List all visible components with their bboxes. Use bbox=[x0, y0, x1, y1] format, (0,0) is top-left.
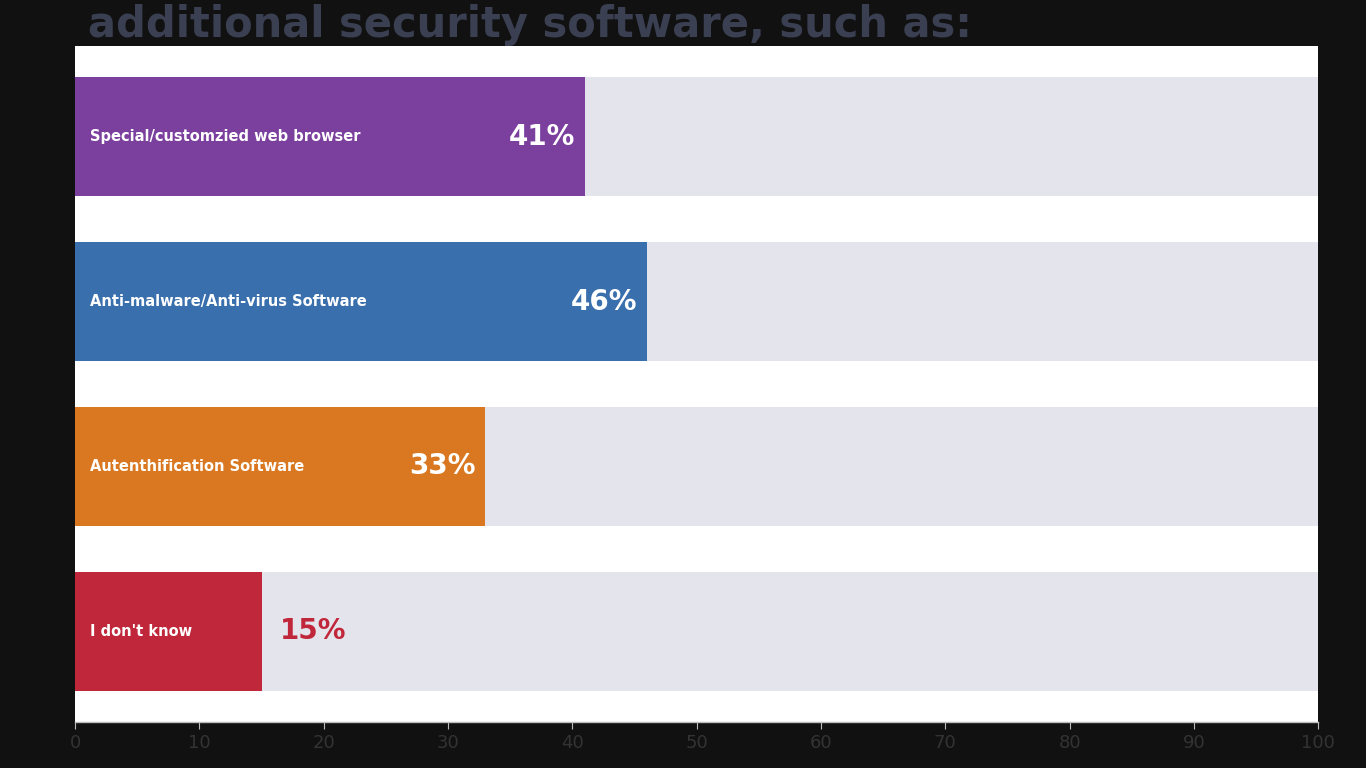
Bar bbox=[75, 78, 1318, 196]
Bar bbox=[75, 242, 1318, 361]
Text: 33%: 33% bbox=[408, 452, 475, 481]
Text: Autenthification Software: Autenthification Software bbox=[90, 459, 305, 474]
Text: 46%: 46% bbox=[571, 287, 637, 316]
Text: I don't know: I don't know bbox=[90, 624, 193, 639]
Text: 15%: 15% bbox=[280, 617, 347, 645]
Text: 41%: 41% bbox=[508, 123, 575, 151]
Text: Anti-malware/Anti-virus Software: Anti-malware/Anti-virus Software bbox=[90, 294, 367, 309]
Text: Are student devices installed with any
additional security software, such as:: Are student devices installed with any a… bbox=[87, 0, 990, 46]
Bar bbox=[75, 572, 1318, 690]
Bar bbox=[75, 572, 262, 690]
Bar bbox=[75, 78, 585, 196]
Bar bbox=[75, 407, 1318, 526]
Bar bbox=[75, 242, 647, 361]
Bar bbox=[75, 407, 485, 526]
Text: Special/customzied web browser: Special/customzied web browser bbox=[90, 129, 361, 144]
